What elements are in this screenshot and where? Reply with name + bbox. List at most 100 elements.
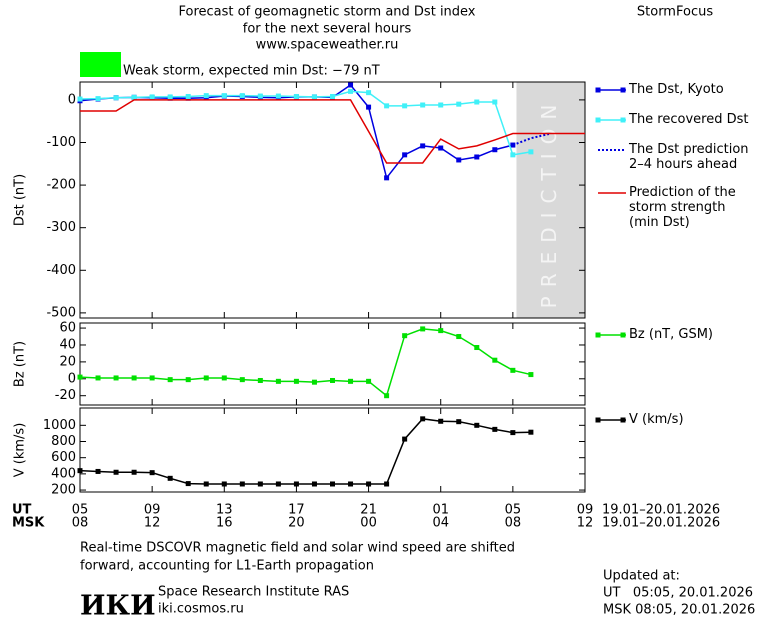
y-axis-label: Dst (nT) bbox=[13, 174, 28, 226]
series-marker bbox=[384, 103, 390, 109]
series-line bbox=[79, 90, 532, 156]
legend-swatch bbox=[595, 117, 601, 123]
series-marker bbox=[438, 418, 444, 424]
series-marker bbox=[185, 481, 191, 487]
series-marker bbox=[402, 152, 408, 158]
legend-swatch bbox=[620, 87, 626, 93]
series-marker bbox=[221, 93, 227, 99]
series-marker bbox=[510, 430, 516, 436]
series-marker bbox=[95, 375, 101, 381]
y-tick-label: 1000 bbox=[43, 418, 76, 433]
x-tick-label: 12 bbox=[144, 516, 161, 531]
series-marker bbox=[384, 481, 390, 487]
series-marker bbox=[275, 481, 281, 487]
series-marker bbox=[77, 374, 83, 380]
title-line: Forecast of geomagnetic storm and Dst in… bbox=[178, 5, 475, 20]
legend-swatch bbox=[620, 117, 626, 123]
legend-entry: Bz (nT, GSM) bbox=[629, 327, 714, 342]
series-marker bbox=[348, 378, 354, 384]
y-tick-label: -20 bbox=[55, 388, 76, 403]
series-marker bbox=[95, 468, 101, 474]
series-marker bbox=[528, 149, 534, 155]
series-marker bbox=[330, 93, 335, 99]
legend-entry: Prediction of the storm strength (min Ds… bbox=[629, 185, 736, 230]
series-marker bbox=[113, 469, 119, 475]
series-marker bbox=[149, 375, 155, 381]
legend-swatch bbox=[595, 87, 601, 93]
updated-line: MSK 08:05, 20.01.2026 bbox=[603, 603, 755, 618]
series-marker bbox=[402, 333, 408, 339]
y-tick-label: 60 bbox=[59, 321, 76, 336]
series-line bbox=[79, 328, 532, 397]
note-line: Real-time DSCOVR magnetic field and sola… bbox=[80, 541, 515, 556]
series-marker bbox=[474, 345, 480, 351]
series-marker bbox=[95, 96, 101, 102]
series-marker bbox=[167, 475, 173, 481]
series-marker bbox=[221, 375, 227, 381]
y-tick-label: 800 bbox=[51, 434, 76, 449]
series-marker bbox=[402, 103, 408, 109]
plot-frame bbox=[79, 81, 586, 319]
storm-swatch bbox=[80, 52, 121, 77]
series-marker bbox=[203, 375, 209, 381]
x-tick-label: 08 bbox=[505, 516, 522, 531]
y-tick-label: -100 bbox=[46, 135, 76, 150]
series-marker bbox=[420, 416, 426, 422]
series-marker bbox=[167, 94, 173, 100]
series-marker bbox=[149, 470, 155, 476]
series-marker bbox=[113, 95, 119, 101]
x-tick-label: 04 bbox=[432, 516, 449, 531]
series-marker bbox=[239, 377, 245, 383]
series-marker bbox=[348, 481, 354, 487]
x-row-label: MSK bbox=[12, 516, 45, 531]
series-marker bbox=[402, 436, 408, 442]
series-marker bbox=[275, 93, 281, 99]
series-marker bbox=[330, 481, 335, 487]
series-marker bbox=[330, 377, 335, 383]
date-range: 19.01–20.01.2026 bbox=[602, 503, 720, 518]
series-marker bbox=[239, 481, 245, 487]
series-marker bbox=[456, 157, 462, 163]
series-marker bbox=[293, 378, 299, 384]
y-tick-label: -300 bbox=[46, 220, 76, 235]
y-tick-label: 40 bbox=[59, 337, 76, 352]
prediction-region bbox=[516, 82, 585, 318]
series-marker bbox=[384, 393, 390, 399]
x-tick-label: 00 bbox=[360, 516, 377, 531]
series-marker bbox=[311, 481, 317, 487]
series-marker bbox=[492, 357, 498, 363]
legend-swatch bbox=[595, 332, 601, 338]
series-marker bbox=[239, 93, 245, 99]
series-marker bbox=[257, 377, 263, 383]
institute: Space Research Institute RAS bbox=[158, 585, 349, 600]
series-marker bbox=[77, 468, 83, 474]
y-tick-label: 200 bbox=[51, 483, 76, 498]
plot-frame bbox=[79, 407, 586, 493]
note-line: forward, accounting for L1-Earth propaga… bbox=[80, 559, 374, 574]
brand: StormFocus bbox=[637, 5, 713, 20]
series-marker bbox=[348, 88, 354, 94]
series-marker bbox=[149, 94, 155, 100]
series-marker bbox=[438, 328, 444, 334]
series-marker bbox=[366, 378, 372, 384]
legend-entry: The recovered Dst bbox=[629, 112, 749, 127]
x-tick-label: 09 bbox=[577, 503, 594, 518]
series-marker bbox=[492, 426, 498, 432]
legend-swatch bbox=[620, 332, 626, 338]
series-marker bbox=[366, 481, 372, 487]
series-marker bbox=[420, 102, 426, 108]
x-tick-label: 01 bbox=[432, 503, 449, 518]
series-marker bbox=[257, 93, 263, 99]
legend-entry: The Dst prediction 2–4 hours ahead bbox=[629, 142, 749, 172]
series-marker bbox=[113, 375, 119, 381]
title-line: for the next several hours bbox=[243, 22, 412, 37]
title-line: www.spaceweather.ru bbox=[256, 38, 399, 53]
series-marker bbox=[293, 481, 299, 487]
x-tick-label: 05 bbox=[72, 503, 89, 518]
plot-frame bbox=[79, 322, 586, 406]
logo: ИКИ bbox=[80, 591, 156, 620]
series-marker bbox=[185, 93, 191, 99]
series-marker bbox=[510, 152, 516, 158]
series-marker bbox=[438, 145, 444, 151]
